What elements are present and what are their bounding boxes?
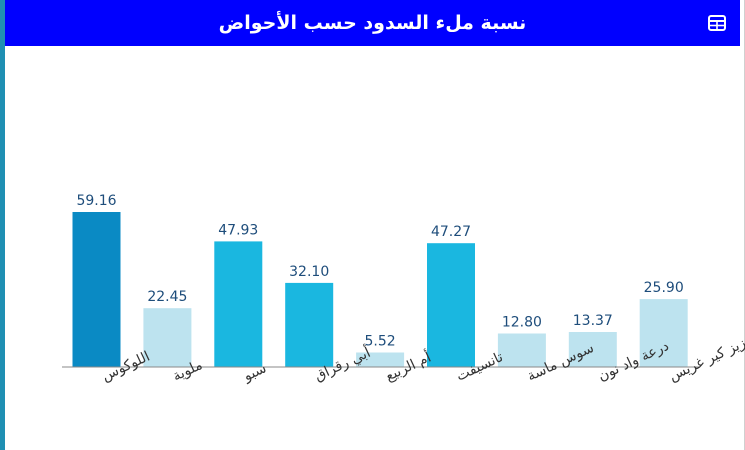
value-label-8: 13.37 — [573, 313, 613, 329]
bar-8[interactable] — [568, 332, 617, 367]
value-label-6: 47.27 — [431, 224, 471, 240]
chart-header: نسبة ملء السدود حسب الأحواض — [5, 0, 740, 46]
value-labels-group: 59.16 22.45 47.93 32.10 5.52 47.27 12.80 13.37 2… — [76, 193, 683, 350]
chart-title: نسبة ملء السدود حسب الأحواض — [218, 12, 527, 34]
table-grid-icon[interactable] — [708, 14, 726, 32]
bar-5[interactable] — [356, 352, 405, 368]
bar-9[interactable] — [639, 299, 688, 367]
value-label-7: 12.80 — [502, 315, 542, 331]
value-label-1: 59.16 — [76, 193, 116, 209]
bar-7[interactable] — [497, 333, 546, 368]
value-label-3: 47.93 — [218, 222, 258, 238]
value-label-9: 25.90 — [644, 280, 684, 296]
bar-1[interactable] — [72, 212, 121, 367]
bar-6[interactable] — [427, 243, 475, 367]
value-label-5: 5.52 — [365, 334, 396, 350]
value-label-2: 22.45 — [147, 289, 187, 305]
value-label-4: 32.10 — [289, 264, 329, 280]
bar-3[interactable] — [214, 241, 263, 367]
bars-group — [72, 212, 688, 368]
bar-2[interactable] — [143, 308, 192, 367]
bar-4[interactable] — [285, 282, 334, 367]
